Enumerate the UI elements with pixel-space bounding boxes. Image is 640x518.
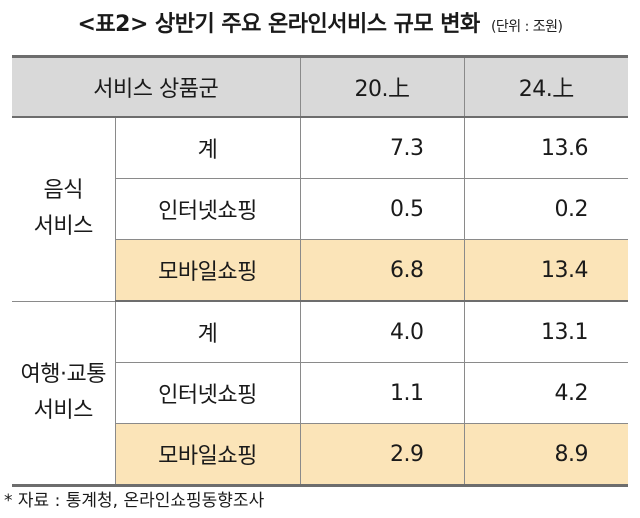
title-text: <표2> 상반기 주요 온라인서비스 규모 변화 [77,12,480,37]
table-row: 인터넷쇼핑 0.5 0.2 [12,178,628,240]
header-col2: 24.上 [463,56,628,118]
row-item: 계 [114,300,301,363]
row-value-col1: 4.0 [299,300,465,363]
row-value-col2: 0.2 [463,178,628,240]
row-value-col1: 0.5 [299,178,465,240]
table-row: 인터넷쇼핑 1.1 4.2 [12,362,628,424]
row-value-col2: 13.6 [463,116,628,179]
table-title: <표2> 상반기 주요 온라인서비스 규모 변화 (단위 : 조원) [0,6,640,38]
table-row-highlight: 모바일쇼핑 2.9 8.9 [12,423,628,486]
data-table: 서비스 상품군 20.上 24.上 음식 서비스 계 7.3 13.6 인터넷쇼… [12,55,628,487]
source-footnote: * 자료 : 통계청, 온라인쇼핑동향조사 [4,491,265,511]
group-label-line2: 서비스 [33,397,94,423]
row-value-col2: 13.4 [463,239,628,302]
row-value-col2: 13.1 [463,300,628,363]
unit-label: (단위 : 조원) [490,19,563,35]
table-row-highlight: 모바일쇼핑 6.8 13.4 [12,239,628,302]
table-row: 음식 서비스 계 7.3 13.6 [12,116,628,302]
row-item: 모바일쇼핑 [115,239,301,302]
group-label-line1: 음식 [43,178,84,204]
header-row: 서비스 상품군 20.上 24.上 [12,56,628,118]
table-row: 여행·교통 서비스 계 4.0 13.1 [12,300,628,486]
group-label-line2: 서비스 [33,214,94,240]
row-value-col1: 1.1 [299,362,465,424]
row-item: 계 [114,116,301,179]
row-value-col1: 6.8 [299,239,465,302]
row-value-col1: 7.3 [299,116,465,179]
group-label-travel: 여행·교통 서비스 [12,300,116,486]
row-value-col1: 2.9 [299,423,465,486]
row-item: 인터넷쇼핑 [115,362,301,424]
header-col1: 20.上 [299,56,465,118]
group-label-line1: 여행·교통 [20,361,107,387]
row-value-col2: 8.9 [463,423,628,486]
row-item: 모바일쇼핑 [115,423,301,486]
row-item: 인터넷쇼핑 [115,178,301,240]
header-category: 서비스 상품군 [12,56,301,118]
group-label-food: 음식 서비스 [12,116,116,302]
row-value-col2: 4.2 [463,362,628,424]
